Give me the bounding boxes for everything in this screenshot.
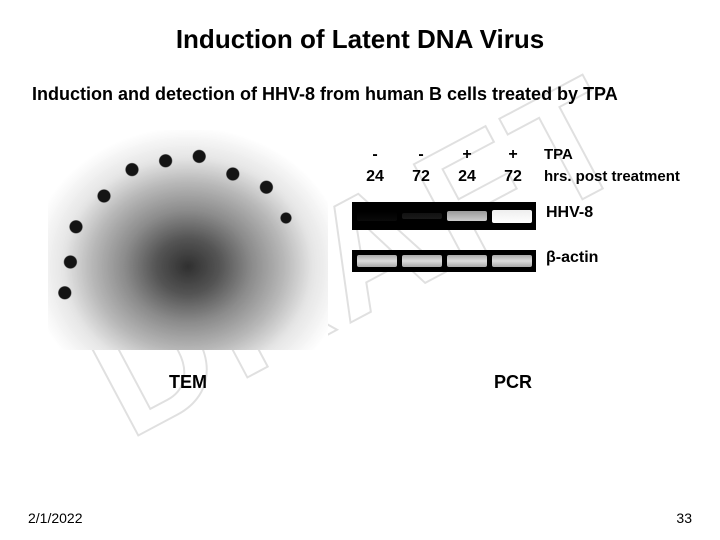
- hours-row-label: hrs. post treatment: [536, 169, 680, 186]
- gel-band: [357, 212, 397, 221]
- gel-table: - - + + TPA 24 72 24 72 hrs. post treatm…: [352, 146, 688, 272]
- gel-box: [352, 202, 536, 230]
- pcr-caption: PCR: [328, 372, 688, 393]
- gel-box: [352, 250, 536, 272]
- slide-footer: 2/1/2022 33: [0, 510, 720, 526]
- gel-band: [492, 210, 532, 223]
- lane-header: 24: [444, 168, 490, 186]
- lane-header: +: [490, 146, 536, 164]
- lane-header: -: [398, 146, 444, 164]
- tpa-header-row: - - + + TPA: [352, 146, 688, 164]
- tem-panel: [48, 130, 328, 350]
- tem-micrograph: [48, 130, 328, 350]
- gel-band: [447, 255, 487, 267]
- gel-band: [402, 255, 442, 267]
- tpa-row-label: TPA: [536, 147, 573, 164]
- lane-header: 72: [398, 168, 444, 186]
- footer-date: 2/1/2022: [28, 510, 83, 526]
- tem-caption: TEM: [48, 372, 328, 393]
- pcr-panel: - - + + TPA 24 72 24 72 hrs. post treatm…: [352, 130, 688, 350]
- panel-captions: TEM PCR: [0, 350, 720, 393]
- lane-header: 24: [352, 168, 398, 186]
- gel-row-label: β-actin: [536, 249, 598, 267]
- gel-band: [402, 213, 442, 219]
- gel-row-label: HHV-8: [536, 204, 593, 222]
- gel-band: [357, 255, 397, 267]
- lane-header: 72: [490, 168, 536, 186]
- gel-band: [447, 211, 487, 221]
- hours-header-row: 24 72 24 72 hrs. post treatment: [352, 168, 688, 186]
- slide-subtitle: Induction and detection of HHV-8 from hu…: [0, 55, 720, 106]
- gel-row-hhv8: HHV-8: [352, 196, 688, 230]
- figure-panels: - - + + TPA 24 72 24 72 hrs. post treatm…: [0, 106, 720, 350]
- gel-row-actin: β-actin: [352, 244, 688, 272]
- lane-header: -: [352, 146, 398, 164]
- slide-title: Induction of Latent DNA Virus: [0, 0, 720, 55]
- lane-header: +: [444, 146, 490, 164]
- gel-band: [492, 255, 532, 267]
- footer-page-number: 33: [676, 510, 692, 526]
